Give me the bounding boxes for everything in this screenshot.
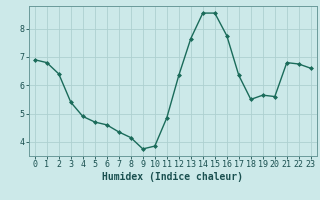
X-axis label: Humidex (Indice chaleur): Humidex (Indice chaleur) [102, 172, 243, 182]
